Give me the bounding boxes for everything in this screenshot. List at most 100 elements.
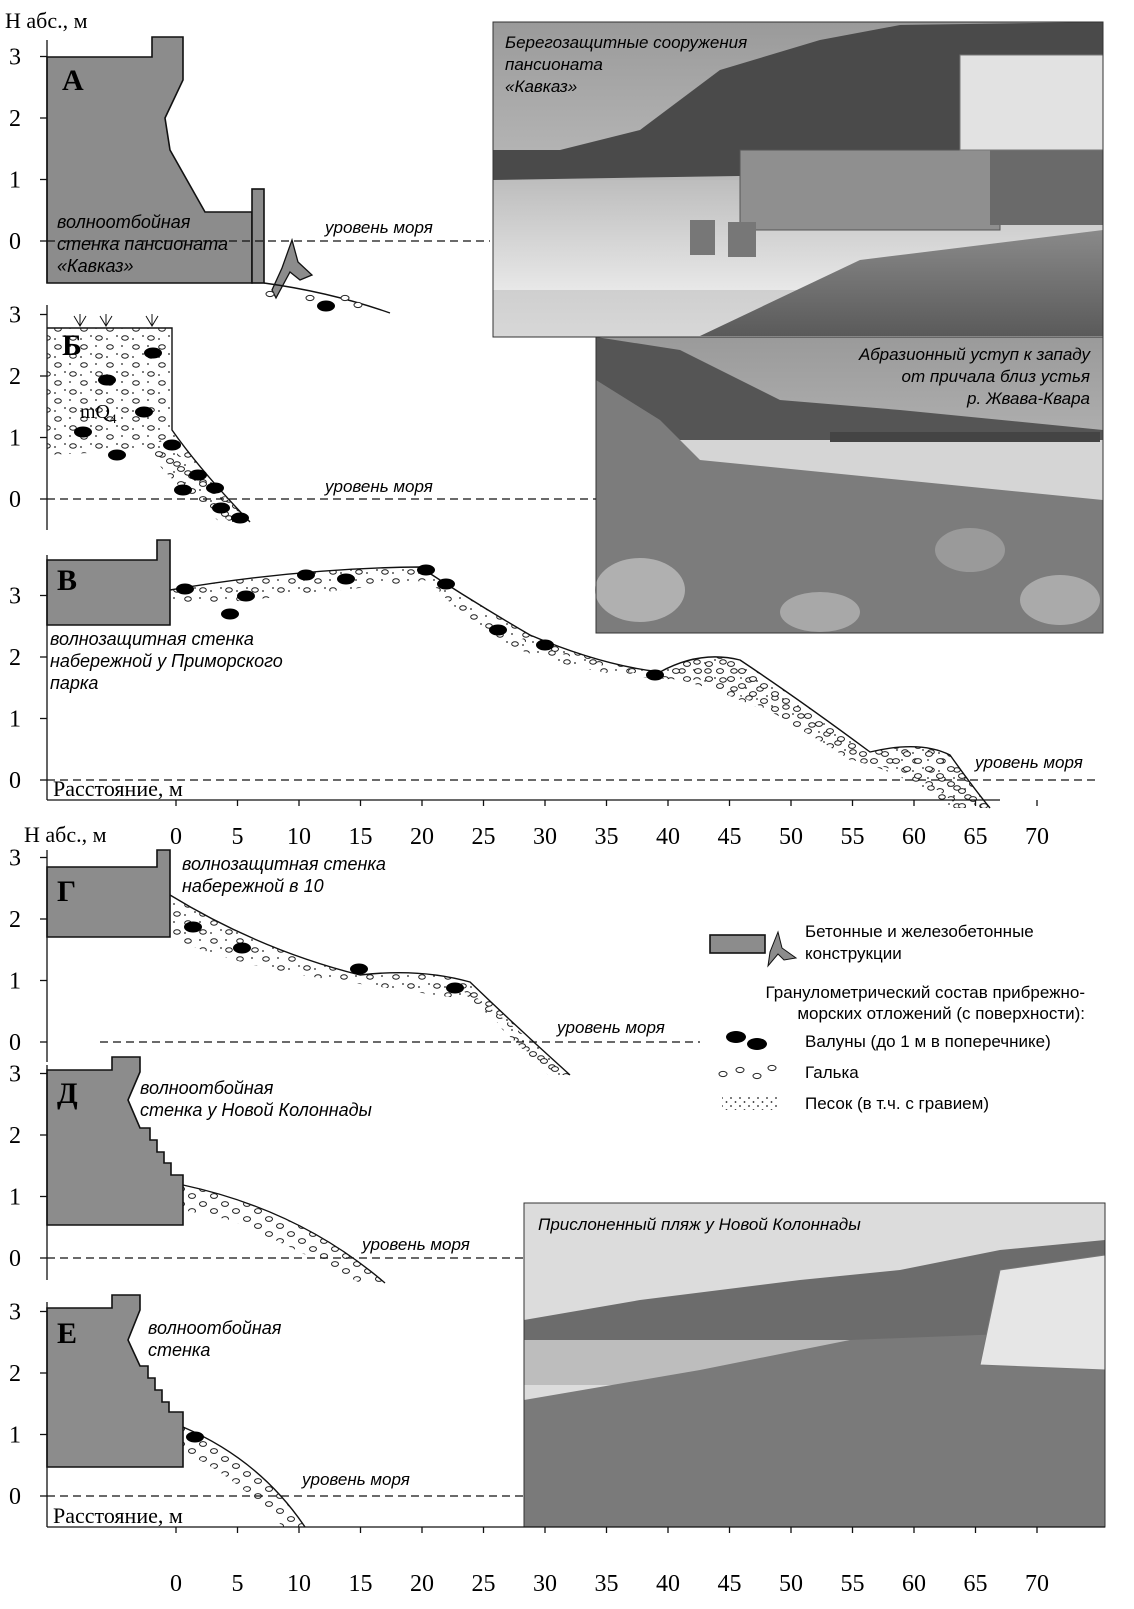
x-tick-label: 50 <box>779 824 803 850</box>
x-tick-label: 35 <box>595 824 619 850</box>
x-tick-label: 55 <box>841 824 865 850</box>
y-tick-label: 1 <box>9 707 21 733</box>
x-tick-label: 5 <box>232 824 244 850</box>
x-tick-label: 65 <box>964 824 988 850</box>
x-tick-label: 5 <box>232 1571 244 1597</box>
wall-caption: стенка пансионата <box>57 234 228 254</box>
boulder <box>437 579 455 590</box>
photo <box>524 1203 1105 1527</box>
boulder <box>144 348 162 359</box>
y-axis-label: Н абс., м <box>24 822 107 847</box>
panel-letter: А <box>62 64 84 97</box>
x-tick-label: 40 <box>656 1571 680 1597</box>
x-tick-label: 45 <box>718 1571 742 1597</box>
panel-letter: В <box>57 564 77 597</box>
boulder <box>297 570 315 581</box>
y-tick-label: 3 <box>9 846 21 872</box>
boulder <box>206 483 224 494</box>
x-tick-label: 10 <box>287 824 311 850</box>
y-tick-label: 1 <box>9 1185 21 1211</box>
photo-caption: Прислоненный пляж у Новой Колоннады <box>538 1215 861 1234</box>
x-tick-label: 25 <box>472 1571 496 1597</box>
panel-letter: Е <box>57 1317 77 1350</box>
boulder <box>221 609 239 620</box>
x-tick-label: 15 <box>349 1571 373 1597</box>
x-tick-label: 65 <box>964 1571 988 1597</box>
sea-level-label: уровень моря <box>324 477 433 496</box>
wall-caption: волноотбойная <box>140 1078 274 1098</box>
boulder <box>108 450 126 461</box>
legend-text: конструкции <box>805 944 902 963</box>
y-tick-label: 3 <box>9 45 21 71</box>
x-tick-label: 55 <box>841 1571 865 1597</box>
x-tick-label: 25 <box>472 824 496 850</box>
x-tick-label: 70 <box>1025 1571 1049 1597</box>
y-tick-label: 1 <box>9 168 21 194</box>
boulder <box>350 964 368 975</box>
y-tick-label: 2 <box>9 1123 21 1149</box>
boulder <box>646 670 664 681</box>
wall-caption: стенка у Новой Колоннады <box>140 1100 372 1120</box>
x-tick-label: 35 <box>595 1571 619 1597</box>
y-axis-label: Н абс., м <box>5 8 88 33</box>
x-tick-label: 70 <box>1025 824 1049 850</box>
boulder <box>189 470 207 481</box>
boulder <box>317 301 335 312</box>
y-tick-label: 2 <box>9 106 21 132</box>
y-tick-label: 2 <box>9 645 21 671</box>
boulder <box>337 574 355 585</box>
x-axis-label: Расстояние, м <box>53 776 183 801</box>
y-tick-label: 1 <box>9 969 21 995</box>
panel-letter: Г <box>57 875 76 908</box>
x-tick-label: 30 <box>533 824 557 850</box>
sea-level-label: уровень моря <box>974 753 1083 772</box>
photo-caption: пансионата <box>505 55 603 74</box>
x-tick-label: 60 <box>902 824 926 850</box>
boulder <box>74 427 92 438</box>
x-tick-label: 20 <box>410 824 434 850</box>
y-tick-label: 3 <box>9 1300 21 1326</box>
legend-text: Гранулометрический состав прибрежно- <box>766 983 1085 1002</box>
y-tick-label: 0 <box>9 1246 21 1272</box>
boulder <box>184 922 202 933</box>
y-tick-label: 0 <box>9 1484 21 1510</box>
boulder <box>536 640 554 651</box>
x-tick-label: 45 <box>718 824 742 850</box>
x-tick-label: 10 <box>287 1571 311 1597</box>
boulder <box>174 485 192 496</box>
legend-text: Бетонные и железобетонные <box>805 922 1034 941</box>
y-tick-label: 3 <box>9 303 21 329</box>
y-tick-label: 3 <box>9 584 21 610</box>
x-tick-label: 15 <box>349 824 373 850</box>
wall-caption: волноотбойная <box>148 1318 282 1338</box>
y-tick-label: 0 <box>9 1030 21 1056</box>
legend-text: Валуны (до 1 м в поперечнике) <box>805 1032 1051 1051</box>
panel-letter: Д <box>57 1077 78 1110</box>
legend-symbols <box>710 932 796 1110</box>
figure: 3210Аволноотбойнаястенка пансионата«Кавк… <box>0 0 1134 1609</box>
photo-caption: Абразионный уступ к западу <box>858 345 1092 364</box>
photo-caption: Берегозащитные сооружения <box>505 33 747 52</box>
boulder <box>98 375 116 386</box>
photo-caption: р. Жвава-Квара <box>966 389 1090 408</box>
legend-text: Песок (в т.ч. с гравием) <box>805 1094 989 1113</box>
wall-caption: волнозащитная стенка <box>182 854 386 874</box>
y-tick-label: 1 <box>9 426 21 452</box>
boulder <box>135 407 153 418</box>
boulder <box>176 584 194 595</box>
y-tick-label: 0 <box>9 768 21 794</box>
x-tick-label: 60 <box>902 1571 926 1597</box>
boulder <box>163 440 181 451</box>
sea-level-label: уровень моря <box>556 1018 665 1037</box>
y-tick-label: 0 <box>9 229 21 255</box>
x-tick-label: 0 <box>170 1571 182 1597</box>
boulder <box>233 943 251 954</box>
wall-caption: «Кавказ» <box>57 256 134 276</box>
y-tick-label: 3 <box>9 1062 21 1088</box>
boulder <box>212 503 230 514</box>
wall-caption: волноотбойная <box>57 212 191 232</box>
x-axis-label: Расстояние, м <box>53 1503 183 1528</box>
x-tick-label: 40 <box>656 824 680 850</box>
boulder <box>237 591 255 602</box>
legend-text: Галька <box>805 1063 859 1082</box>
